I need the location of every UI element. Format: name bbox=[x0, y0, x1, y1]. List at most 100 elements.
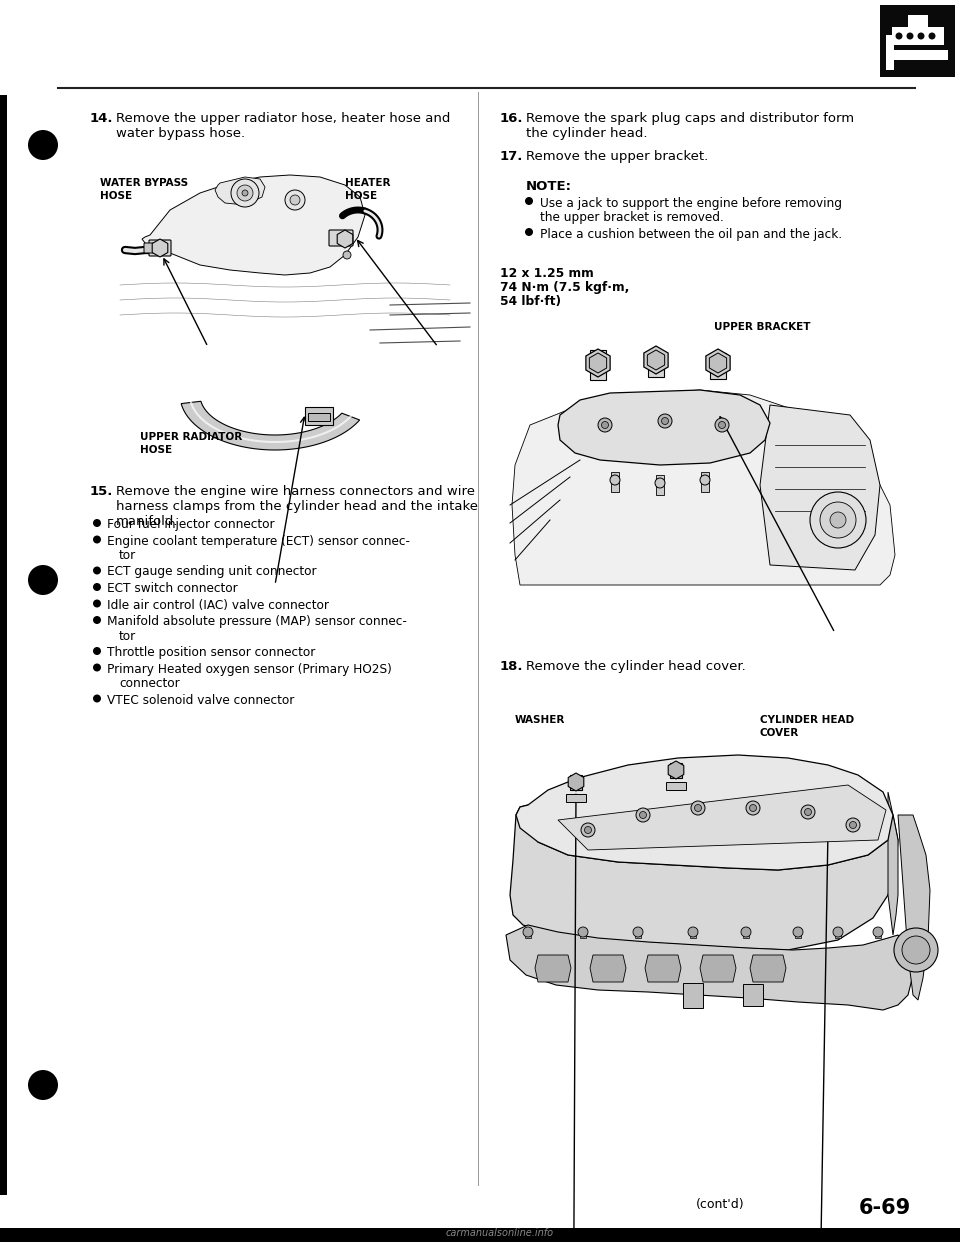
Bar bbox=[611, 472, 619, 492]
Polygon shape bbox=[506, 925, 913, 1010]
Text: Primary Heated oxygen sensor (Primary HO2S): Primary Heated oxygen sensor (Primary HO… bbox=[107, 662, 392, 676]
Circle shape bbox=[894, 928, 938, 972]
Circle shape bbox=[833, 927, 843, 936]
Bar bbox=[886, 35, 894, 70]
Circle shape bbox=[846, 818, 860, 832]
Text: the upper bracket is removed.: the upper bracket is removed. bbox=[540, 211, 724, 224]
Circle shape bbox=[585, 826, 591, 833]
Text: Engine coolant temperature (ECT) sensor connec-: Engine coolant temperature (ECT) sensor … bbox=[107, 534, 410, 548]
Circle shape bbox=[639, 811, 646, 818]
Bar bbox=[308, 414, 330, 421]
Circle shape bbox=[655, 478, 665, 488]
Text: HEATER: HEATER bbox=[345, 178, 391, 188]
Circle shape bbox=[873, 927, 883, 936]
Circle shape bbox=[93, 566, 101, 575]
Polygon shape bbox=[760, 405, 880, 570]
Polygon shape bbox=[898, 815, 930, 1000]
FancyBboxPatch shape bbox=[144, 243, 154, 253]
Bar bbox=[875, 928, 881, 938]
Circle shape bbox=[906, 32, 914, 40]
Text: HOSE: HOSE bbox=[100, 191, 132, 201]
Polygon shape bbox=[558, 785, 886, 850]
Circle shape bbox=[902, 936, 930, 964]
Polygon shape bbox=[181, 401, 360, 450]
Bar bbox=[908, 15, 928, 27]
Bar bbox=[0, 94, 7, 1195]
Bar bbox=[566, 794, 586, 802]
Circle shape bbox=[691, 801, 705, 815]
Circle shape bbox=[242, 190, 248, 196]
Circle shape bbox=[602, 421, 609, 428]
Circle shape bbox=[746, 801, 760, 815]
Circle shape bbox=[715, 419, 729, 432]
Circle shape bbox=[93, 694, 101, 703]
Text: tor: tor bbox=[119, 630, 136, 642]
Circle shape bbox=[793, 927, 803, 936]
Text: Throttle position sensor connector: Throttle position sensor connector bbox=[107, 646, 315, 660]
Circle shape bbox=[700, 474, 710, 484]
Polygon shape bbox=[645, 955, 681, 982]
Text: manifold.: manifold. bbox=[116, 515, 179, 528]
Text: WATER BYPASS: WATER BYPASS bbox=[100, 178, 188, 188]
Text: Place a cushion between the oil pan and the jack.: Place a cushion between the oil pan and … bbox=[540, 229, 842, 241]
Text: Remove the upper bracket.: Remove the upper bracket. bbox=[526, 150, 708, 163]
Circle shape bbox=[741, 927, 751, 936]
Text: Remove the upper radiator hose, heater hose and: Remove the upper radiator hose, heater h… bbox=[116, 112, 450, 125]
Bar bbox=[683, 982, 703, 1009]
Text: HOSE: HOSE bbox=[140, 445, 172, 455]
Polygon shape bbox=[700, 955, 736, 982]
Circle shape bbox=[28, 565, 58, 595]
Text: HOSE: HOSE bbox=[345, 191, 377, 201]
Circle shape bbox=[804, 809, 811, 816]
Text: harness clamps from the cylinder head and the intake: harness clamps from the cylinder head an… bbox=[116, 501, 478, 513]
Bar bbox=[670, 763, 682, 777]
Text: UPPER BRACKET: UPPER BRACKET bbox=[713, 322, 810, 332]
Circle shape bbox=[750, 805, 756, 811]
Bar bbox=[666, 782, 686, 790]
Bar bbox=[690, 928, 696, 938]
Circle shape bbox=[290, 195, 300, 205]
Text: the cylinder head.: the cylinder head. bbox=[526, 127, 647, 140]
Circle shape bbox=[850, 821, 856, 828]
Text: WASHER: WASHER bbox=[515, 715, 565, 725]
Bar bbox=[743, 984, 763, 1006]
Text: 14.: 14. bbox=[90, 112, 113, 125]
Text: carmanualsonline.info: carmanualsonline.info bbox=[446, 1228, 554, 1238]
Circle shape bbox=[810, 492, 866, 548]
Bar bbox=[656, 474, 664, 496]
Text: (cont'd): (cont'd) bbox=[696, 1199, 744, 1211]
Circle shape bbox=[93, 663, 101, 672]
FancyBboxPatch shape bbox=[149, 240, 171, 256]
Circle shape bbox=[830, 512, 846, 528]
Circle shape bbox=[658, 414, 672, 428]
Circle shape bbox=[525, 197, 533, 205]
FancyBboxPatch shape bbox=[329, 230, 353, 246]
Circle shape bbox=[525, 229, 533, 236]
Text: NOTE:: NOTE: bbox=[526, 180, 572, 193]
Text: 18.: 18. bbox=[500, 660, 523, 673]
Polygon shape bbox=[888, 792, 898, 935]
Bar bbox=[635, 928, 641, 938]
Polygon shape bbox=[512, 390, 895, 585]
Bar bbox=[795, 928, 801, 938]
Text: Remove the engine wire harness connectors and wire: Remove the engine wire harness connector… bbox=[116, 484, 475, 498]
Text: ECT switch connector: ECT switch connector bbox=[107, 582, 238, 595]
Circle shape bbox=[718, 421, 726, 428]
Text: Four fuel injector connector: Four fuel injector connector bbox=[107, 518, 275, 532]
Bar bbox=[590, 350, 606, 380]
Circle shape bbox=[633, 927, 643, 936]
Polygon shape bbox=[750, 955, 786, 982]
Circle shape bbox=[231, 179, 259, 207]
Text: 17.: 17. bbox=[500, 150, 523, 163]
Circle shape bbox=[343, 251, 351, 260]
Circle shape bbox=[28, 1071, 58, 1100]
Text: CYLINDER HEAD: CYLINDER HEAD bbox=[760, 715, 854, 725]
Text: Manifold absolute pressure (MAP) sensor connec-: Manifold absolute pressure (MAP) sensor … bbox=[107, 615, 407, 628]
Text: 54 lbf·ft): 54 lbf·ft) bbox=[500, 296, 561, 308]
Bar bbox=[892, 27, 944, 45]
Text: 6-69: 6-69 bbox=[859, 1199, 911, 1218]
Polygon shape bbox=[590, 955, 626, 982]
Circle shape bbox=[636, 809, 650, 822]
Bar bbox=[888, 50, 948, 60]
Polygon shape bbox=[142, 175, 365, 274]
